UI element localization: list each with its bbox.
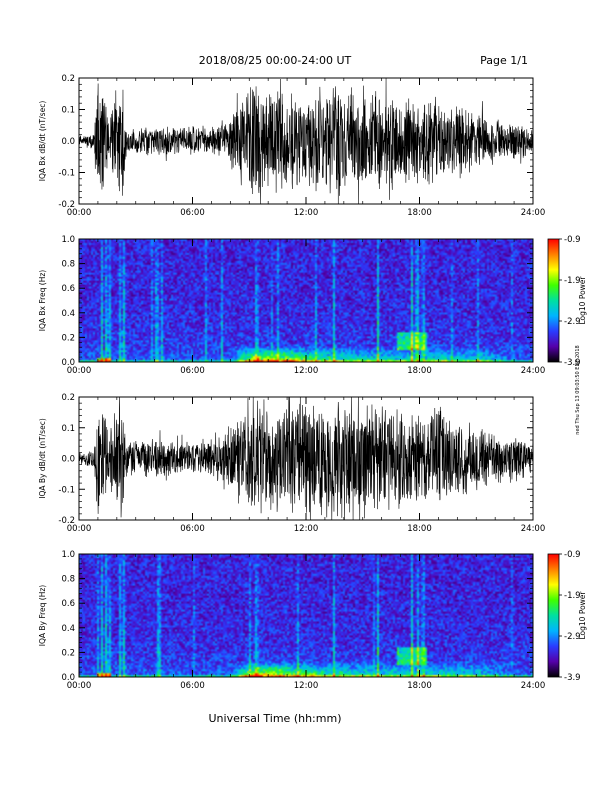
panel-4-y-tick-label: 0.4	[61, 624, 75, 634]
panels: 00:00 06:00 12:00 18:00 24:00 -0.2 -0.1 0.0 0.1 0…	[38, 74, 587, 691]
panel-4-y-axis-label: IQA By Freq (Hz)	[38, 585, 47, 647]
panel-1-x-tick-label: 18:00	[407, 208, 432, 218]
panel-2-colorbar-tick-label: -0.9	[564, 235, 581, 245]
panel-3-x-tick-label: 12:00	[294, 524, 319, 534]
panel-4-y-tick-label: 1.0	[61, 550, 75, 560]
panel-4-x-tick-label: 06:00	[180, 681, 205, 691]
panel-4-x-tick-label: 00:00	[67, 681, 92, 691]
panel-1-y-tick-label: 0.0	[61, 137, 75, 147]
panel-2-x-tick-label: 06:00	[180, 366, 205, 376]
panel-3-x-tick-label: 24:00	[521, 524, 546, 534]
panel-2-x-tick-label: 18:00	[407, 366, 432, 376]
panel-2-colorbar-tick-label: -3.9	[564, 358, 581, 368]
panel-3-x-tick-label: 18:00	[407, 524, 432, 534]
panel-2-colorbar-tick-label: -2.9	[564, 317, 581, 327]
panel-2-spectrogram-image	[79, 239, 533, 362]
panel-1-y-tick-label: 0.1	[61, 106, 75, 116]
panel-1-x-tick-label: 24:00	[521, 208, 546, 218]
panel-3-x-tick-label: 00:00	[67, 524, 92, 534]
panel-2-y-tick-label: 0.6	[61, 284, 75, 294]
panel-2-y-tick-label: 0.8	[61, 260, 75, 270]
panel-1-x-tick-label: 06:00	[180, 208, 205, 218]
panel-2-colorbar-tick-label: -1.9	[564, 276, 581, 286]
panel-2-colorbar	[547, 238, 560, 363]
panel-2-x-tick-label: 12:00	[294, 366, 319, 376]
panel-1-y-tick-label: -0.1	[58, 169, 75, 179]
panel-2-x-tick-label: 24:00	[521, 366, 546, 376]
panel-2-colorbar-label: Log10 Power	[578, 276, 587, 325]
panel-3-y-tick-label: 0.1	[61, 424, 75, 434]
panel-3-y-tick-label: 0.2	[61, 393, 75, 403]
page-indicator: Page 1/1	[480, 54, 528, 67]
panel-3-y-tick-label: -0.1	[58, 485, 75, 495]
panel-4-spectrogram-image	[79, 554, 533, 677]
panel-4-colorbar	[547, 553, 560, 678]
panel-2-y-axis-label: IQA Bx Freq (Hz)	[38, 270, 47, 332]
panel-4-y-tick-label: 0.2	[61, 648, 75, 658]
panel-2-x-tick-label: 00:00	[67, 366, 92, 376]
panel-4-x-tick-label: 24:00	[521, 681, 546, 691]
panel-4-colorbar-tick-label: -0.9	[564, 550, 581, 560]
x-axis-title: Universal Time (hh:mm)	[209, 712, 342, 725]
panel-3-y-tick-label: 0.0	[61, 455, 75, 465]
panel-3-waveform-trace	[79, 397, 533, 520]
panel-1-y-axis-label: IQA Bx dB/dt (nT/sec)	[38, 101, 47, 182]
panel-1-x-tick-label: 00:00	[67, 208, 92, 218]
panel-3-y-axis-label: IQA By dB/dt (nT/sec)	[38, 418, 47, 499]
panel-4-x-tick-label: 12:00	[294, 681, 319, 691]
generation-note: ned Thu Sep 13 09:03:50 EDT 2018	[575, 345, 581, 434]
panel-4-colorbar-tick-label: -3.9	[564, 673, 581, 683]
panel-4-y-tick-label: 0.0	[61, 673, 75, 683]
panel-3-x-tick-label: 06:00	[180, 524, 205, 534]
panel-4-y-tick-label: 0.6	[61, 599, 75, 609]
panel-4-y-tick-label: 0.8	[61, 575, 75, 585]
panel-4-x-tick-label: 18:00	[407, 681, 432, 691]
panel-1-y-tick-label: 0.2	[61, 74, 75, 84]
panel-4-colorbar-label: Log10 Power	[578, 591, 587, 640]
panel-1-waveform-trace	[79, 78, 533, 204]
panel-2-y-tick-label: 0.4	[61, 309, 75, 319]
panel-1-y-tick-label: -0.2	[58, 200, 75, 210]
figure-title: 2018/08/25 00:00-24:00 UT	[199, 54, 352, 67]
panel-1-x-tick-label: 12:00	[294, 208, 319, 218]
panel-2-y-tick-label: 0.2	[61, 333, 75, 343]
panel-3-y-tick-label: -0.2	[58, 516, 75, 526]
panel-4-colorbar-tick-label: -1.9	[564, 591, 581, 601]
panel-4-colorbar-tick-label: -2.9	[564, 632, 581, 642]
panel-2-y-tick-label: 0.0	[61, 358, 75, 368]
panel-2-y-tick-label: 1.0	[61, 235, 75, 245]
